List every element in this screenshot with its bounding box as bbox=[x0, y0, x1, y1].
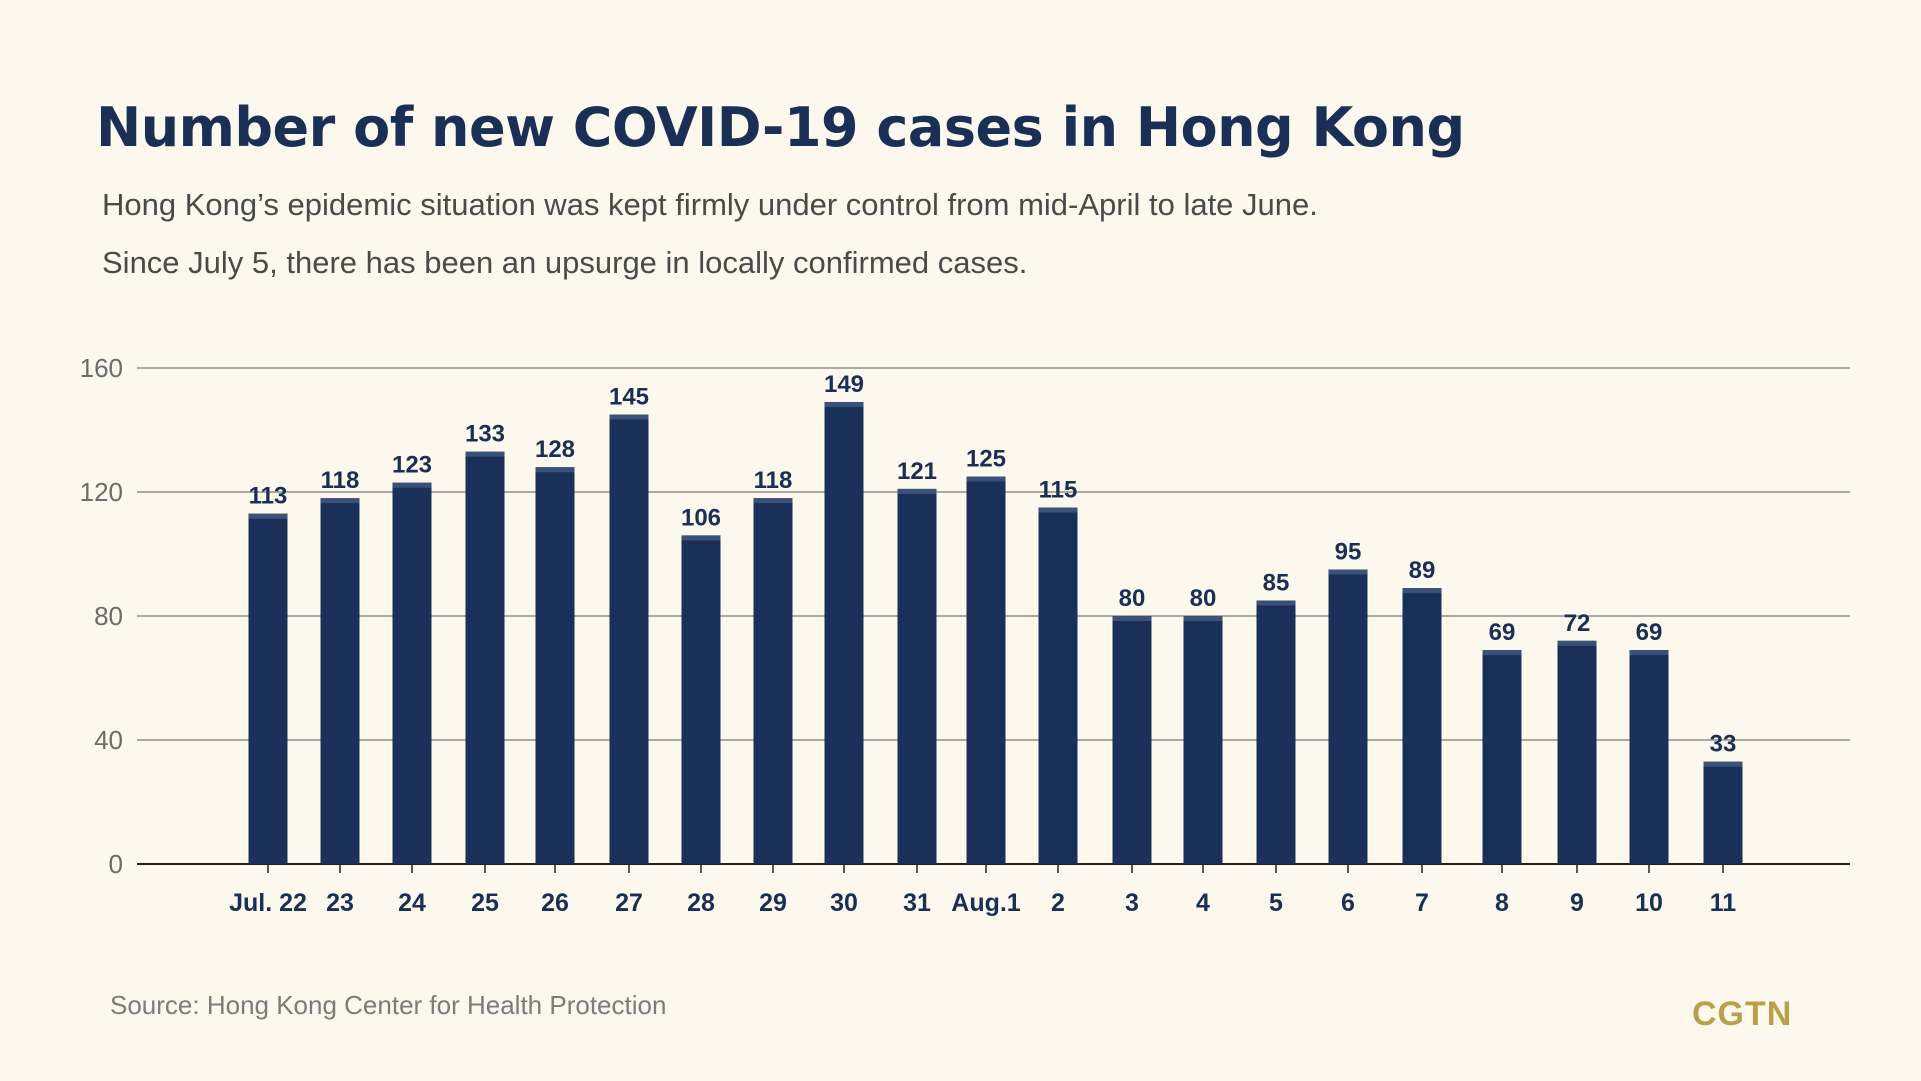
x-tick-label: 3 bbox=[1125, 889, 1139, 917]
y-tick-label: 80 bbox=[94, 601, 123, 631]
bar bbox=[1328, 569, 1368, 864]
bar bbox=[609, 414, 649, 864]
bar bbox=[824, 402, 864, 864]
data-label: 121 bbox=[897, 458, 937, 485]
chart-title: Number of new COVID-19 cases in Hong Kon… bbox=[96, 96, 1465, 159]
bar bbox=[1482, 650, 1522, 864]
data-label: 115 bbox=[1039, 477, 1078, 504]
bar-cap bbox=[681, 535, 721, 541]
data-label: 123 bbox=[392, 452, 432, 479]
bar-cap bbox=[1482, 650, 1522, 656]
bar bbox=[248, 513, 288, 864]
x-tick-label: 25 bbox=[471, 889, 499, 917]
bar-cap bbox=[320, 498, 360, 504]
bar bbox=[897, 488, 937, 864]
data-label: 118 bbox=[754, 467, 793, 494]
bar bbox=[753, 498, 793, 864]
data-label: 118 bbox=[321, 467, 360, 494]
bar-layer bbox=[248, 402, 1743, 864]
bar-cap bbox=[1703, 761, 1743, 767]
x-tick-label: 24 bbox=[398, 889, 426, 917]
data-label: 80 bbox=[1190, 585, 1217, 612]
bar-cap bbox=[1256, 600, 1296, 606]
x-tick-label: 9 bbox=[1570, 889, 1584, 917]
data-label: 125 bbox=[966, 446, 1006, 473]
bar bbox=[1629, 650, 1669, 864]
bar bbox=[1703, 761, 1743, 864]
data-label: 128 bbox=[535, 436, 575, 463]
data-label: 133 bbox=[465, 421, 505, 448]
data-label: 33 bbox=[1710, 731, 1737, 758]
x-tick-label: 30 bbox=[830, 889, 858, 917]
bar bbox=[1557, 640, 1597, 864]
bar-cap bbox=[535, 467, 575, 473]
x-tick-label: 29 bbox=[759, 889, 787, 917]
x-tick-label: 31 bbox=[903, 889, 931, 917]
data-label: 149 bbox=[824, 371, 864, 398]
x-tick-label: 11 bbox=[1710, 889, 1737, 917]
x-tick-label: 27 bbox=[615, 889, 643, 917]
data-label: 95 bbox=[1335, 539, 1362, 566]
bar bbox=[1183, 616, 1223, 864]
bar bbox=[1038, 507, 1078, 864]
x-tick-label: Jul. 22 bbox=[229, 889, 307, 917]
bar-cap bbox=[897, 488, 937, 494]
bar bbox=[465, 451, 505, 864]
chart-subtitle-line-1: Hong Kong’s epidemic situation was kept … bbox=[102, 187, 1318, 222]
bar-cap bbox=[1038, 507, 1078, 513]
bar bbox=[320, 498, 360, 864]
x-tick-label: 28 bbox=[687, 889, 715, 917]
x-tick-label: 8 bbox=[1495, 889, 1509, 917]
data-label: 69 bbox=[1489, 619, 1516, 646]
y-tick-label: 40 bbox=[94, 725, 123, 755]
data-label: 89 bbox=[1409, 557, 1436, 584]
bar-cap bbox=[1112, 616, 1152, 621]
x-tick-label: 26 bbox=[541, 889, 569, 917]
y-tick-label: 0 bbox=[109, 849, 123, 879]
data-label: 85 bbox=[1263, 570, 1290, 597]
bar-cap bbox=[1629, 650, 1669, 656]
bar-cap bbox=[1328, 569, 1368, 575]
x-tick-label: 10 bbox=[1635, 889, 1663, 917]
bar bbox=[966, 476, 1006, 864]
x-tick-label: 7 bbox=[1415, 889, 1429, 917]
x-tick-label: Aug.1 bbox=[951, 889, 1021, 917]
bar-cap bbox=[248, 513, 288, 519]
bar bbox=[392, 482, 432, 864]
bar bbox=[1402, 588, 1442, 864]
x-tick-label: 6 bbox=[1341, 889, 1355, 917]
bar-cap bbox=[824, 402, 864, 408]
bar-cap bbox=[392, 482, 432, 488]
brand-logo: CGTN bbox=[1692, 995, 1793, 1033]
data-label: 80 bbox=[1119, 585, 1146, 612]
data-label: 72 bbox=[1564, 610, 1591, 637]
bar bbox=[1256, 600, 1296, 864]
bar-cap bbox=[966, 476, 1006, 482]
data-label: 106 bbox=[681, 504, 721, 531]
bar bbox=[535, 467, 575, 864]
chart-subtitle-line-2: Since July 5, there has been an upsurge … bbox=[102, 245, 1028, 280]
bar-cap bbox=[1402, 588, 1442, 594]
x-tick-label: 5 bbox=[1269, 889, 1283, 917]
y-tick-label: 160 bbox=[80, 353, 123, 383]
data-label: 113 bbox=[249, 483, 288, 510]
bar-cap bbox=[753, 498, 793, 504]
data-label: 145 bbox=[609, 384, 649, 411]
x-tick-label: 23 bbox=[326, 889, 354, 917]
bar-cap bbox=[1183, 616, 1223, 621]
x-tick-label: 4 bbox=[1196, 889, 1210, 917]
data-label: 69 bbox=[1636, 619, 1663, 646]
bar-cap bbox=[609, 414, 649, 420]
x-tick-label: 2 bbox=[1051, 889, 1065, 917]
bar-cap bbox=[465, 451, 505, 457]
y-tick-label: 120 bbox=[80, 477, 123, 507]
bar bbox=[681, 535, 721, 864]
source-note: Source: Hong Kong Center for Health Prot… bbox=[110, 990, 667, 1020]
bar bbox=[1112, 616, 1152, 864]
bar-cap bbox=[1557, 640, 1597, 646]
